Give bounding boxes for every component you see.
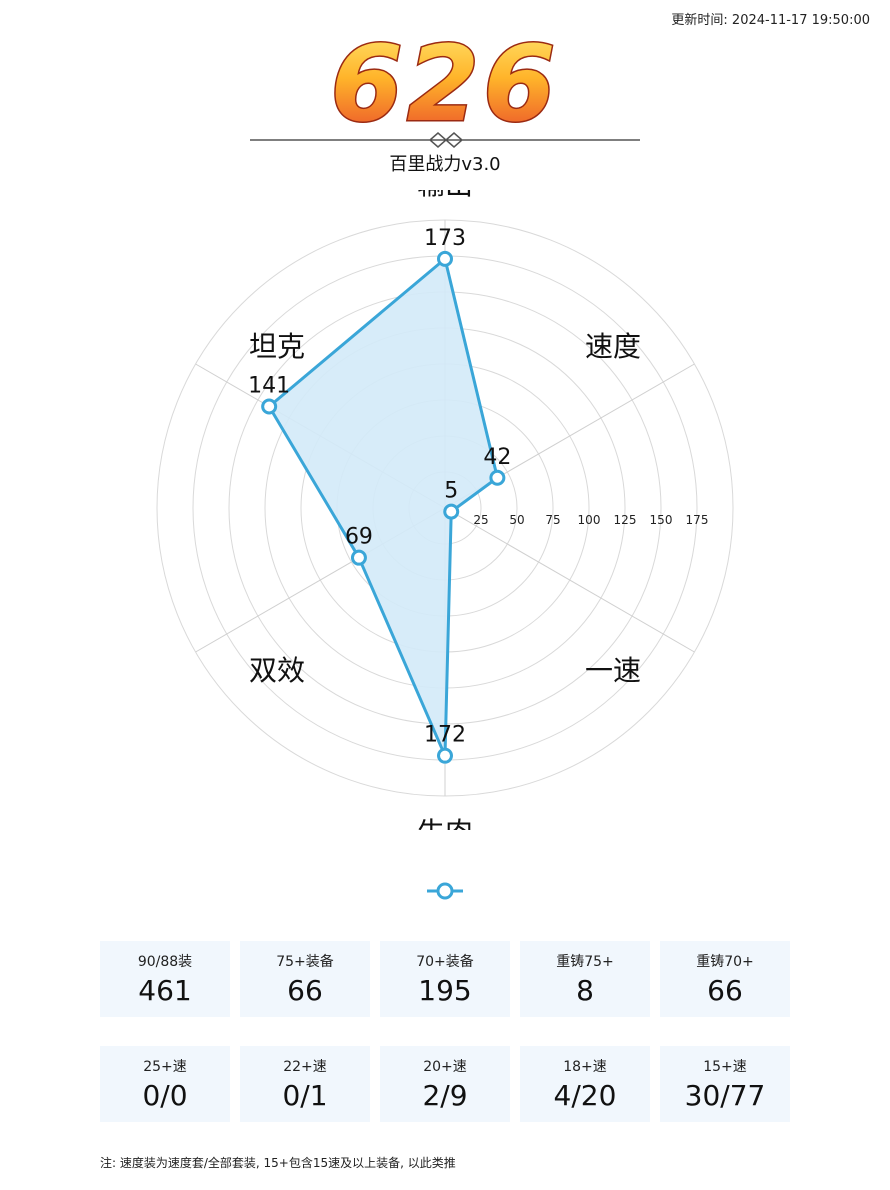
score-logo: 626 xyxy=(329,22,559,141)
stat-value: 30/77 xyxy=(684,1079,766,1112)
radar-tick-label: 100 xyxy=(578,513,601,527)
radar-tick-label: 50 xyxy=(509,513,524,527)
radar-axis-labels: 速度一速牛肉 双效 坦克 输出 xyxy=(249,190,641,830)
radar-tick-label: 25 xyxy=(473,513,488,527)
stat-card: 18+速 4/20 xyxy=(520,1046,650,1122)
stat-value: 195 xyxy=(418,974,472,1007)
stat-label: 25+速 xyxy=(143,1059,187,1075)
radar-axis-label: 双效 xyxy=(249,654,305,687)
stat-label: 75+装备 xyxy=(276,954,334,970)
stat-card: 重铸70+ 66 xyxy=(660,941,790,1017)
radar-point xyxy=(437,747,453,764)
radar-tick-labels: 25 50 75 100 125 150 175 xyxy=(473,513,708,527)
radar-point xyxy=(261,398,278,415)
stat-label: 18+速 xyxy=(563,1059,607,1075)
stat-card: 重铸75+ 8 xyxy=(520,941,650,1017)
stat-card: 20+速 2/9 xyxy=(380,1046,510,1122)
stat-label: 重铸75+ xyxy=(556,954,614,970)
radar-chart: 25 50 75 100 125 150 175 速度一速牛肉 双效 坦克 输出 42 5 172 69… xyxy=(156,190,734,830)
radar-tick-label: 75 xyxy=(545,513,560,527)
radar-value-label: 172 xyxy=(424,723,466,748)
radar-series: 42 5 172 69 141 173 xyxy=(248,226,511,764)
radar-point xyxy=(443,503,460,520)
radar-axis-label: 坦克 xyxy=(249,330,305,363)
stat-value: 66 xyxy=(287,974,323,1007)
stat-value: 66 xyxy=(707,974,743,1007)
title-divider xyxy=(250,132,640,148)
stat-card: 90/88装 461 xyxy=(100,941,230,1017)
radar-point xyxy=(350,549,367,566)
radar-value-label: 42 xyxy=(483,445,511,470)
stat-card: 70+装备 195 xyxy=(380,941,510,1017)
radar-axis-label: 一速 xyxy=(585,654,641,687)
stat-value: 8 xyxy=(576,974,594,1007)
update-time: 更新时间: 2024-11-17 19:50:00 xyxy=(671,13,870,28)
stat-value: 0/1 xyxy=(282,1079,328,1112)
stat-card: 75+装备 66 xyxy=(240,941,370,1017)
radar-point xyxy=(489,469,506,486)
radar-tick-label: 125 xyxy=(614,513,637,527)
score-value: 626 xyxy=(330,23,559,140)
stat-card: 22+速 0/1 xyxy=(240,1046,370,1122)
radar-tick-label: 175 xyxy=(686,513,709,527)
stat-value: 461 xyxy=(138,974,192,1007)
subtitle: 百里战力v3.0 xyxy=(389,154,501,175)
radar-value-label: 5 xyxy=(444,479,458,504)
radar-value-label: 69 xyxy=(345,525,373,550)
radar-axis-label: 输出 xyxy=(417,190,473,201)
radar-axis-label: 牛肉 xyxy=(417,816,473,830)
stat-value: 0/0 xyxy=(142,1079,188,1112)
stat-card: 25+速 0/0 xyxy=(100,1046,230,1122)
radar-point xyxy=(437,250,453,267)
footnote: 注: 速度装为速度套/全部套装, 15+包含15速及以上装备, 以此类推 xyxy=(100,1156,456,1170)
radar-value-label: 141 xyxy=(248,373,290,398)
radar-tick-label: 150 xyxy=(650,513,673,527)
stat-label: 15+速 xyxy=(703,1059,747,1075)
radar-axis-label: 速度 xyxy=(585,330,641,363)
stat-label: 70+装备 xyxy=(416,954,474,970)
stat-value: 2/9 xyxy=(422,1079,468,1112)
stat-label: 重铸70+ xyxy=(696,954,754,970)
stat-label: 90/88装 xyxy=(137,954,193,970)
stat-value: 4/20 xyxy=(553,1079,617,1112)
radar-value-label: 173 xyxy=(424,226,466,251)
stat-label: 22+速 xyxy=(283,1059,327,1075)
stat-card: 15+速 30/77 xyxy=(660,1046,790,1122)
legend-marker xyxy=(427,882,463,900)
radar-spoke xyxy=(444,507,695,653)
stat-label: 20+速 xyxy=(423,1059,467,1075)
